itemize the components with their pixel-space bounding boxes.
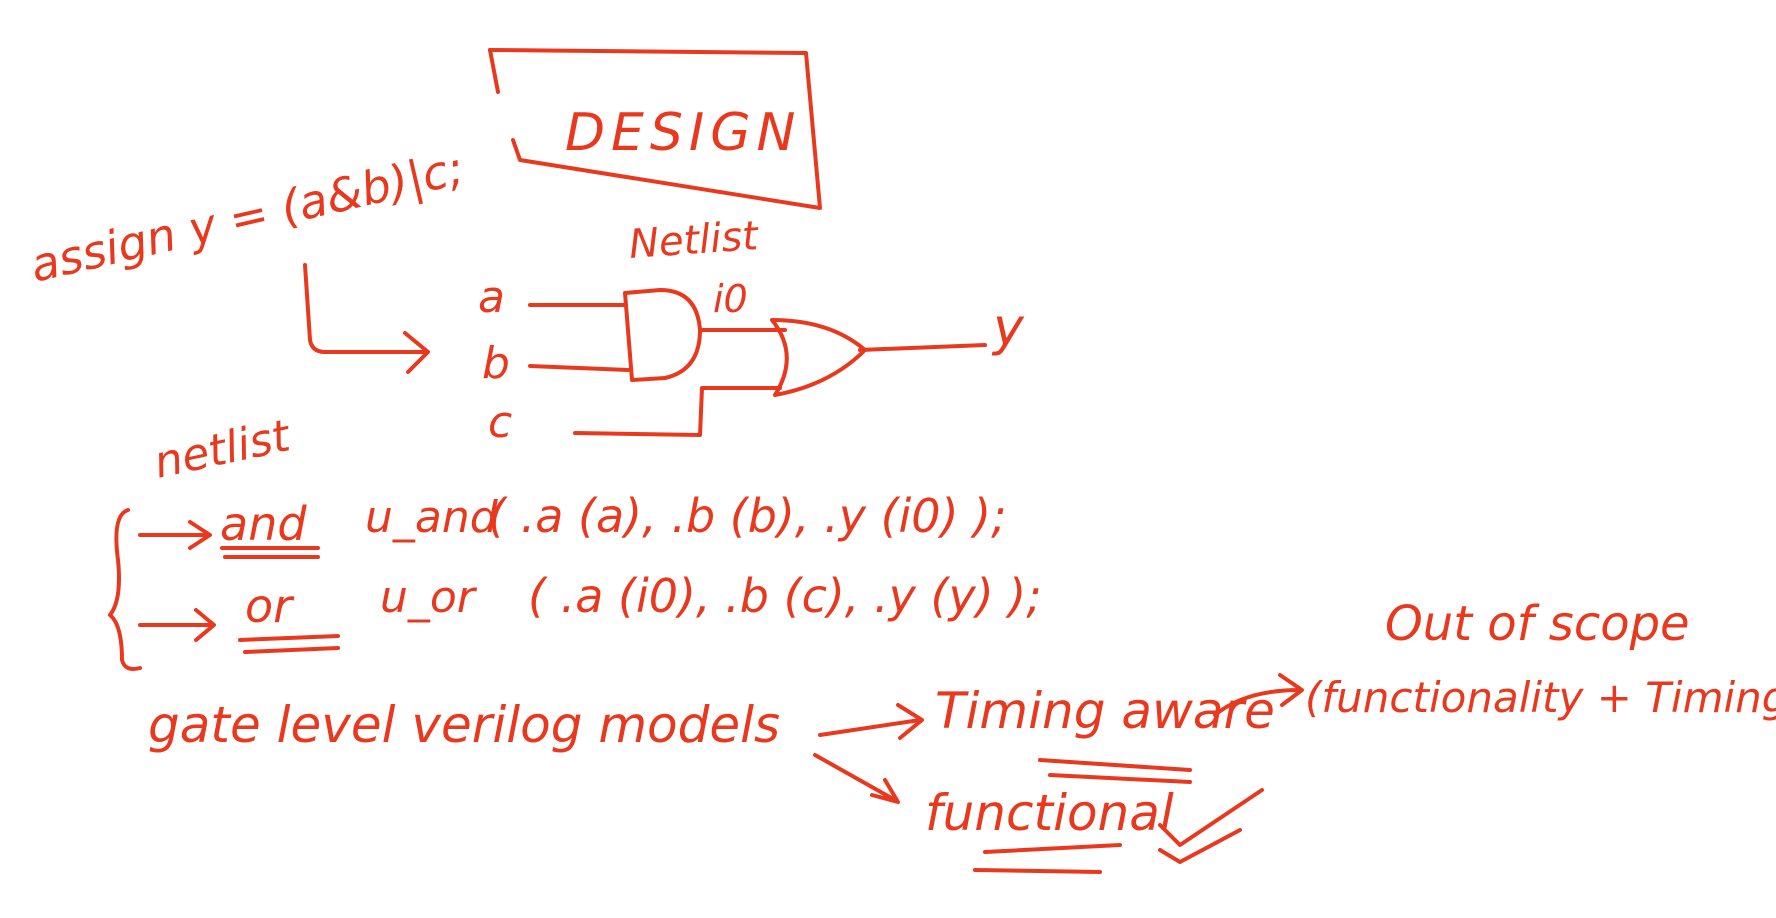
netlist-or-instance: u_or: [380, 572, 478, 623]
arrow-to-functional: [813, 753, 900, 804]
assign-statement: assign y = (a&b)|c;: [25, 141, 468, 294]
wire-c: [573, 386, 782, 437]
netlist-label-top: Netlist: [627, 213, 760, 268]
wire-b: [528, 364, 630, 372]
netlist-or-ports: ( .a (i0), .b (c), .y (y) );: [528, 569, 1042, 623]
design-title-text: DESIGN: [565, 103, 801, 163]
netlist-and-keyword: and: [220, 497, 307, 551]
netlist-bracket: [108, 508, 142, 671]
netlist-label-left: netlist: [150, 410, 296, 489]
netlist-and-ports: ( .a (a), .b (b), .y (i0) );: [488, 489, 1007, 543]
or-keyword-underline: [238, 634, 340, 654]
check-mark-2: [1158, 828, 1242, 864]
gate-level-models-text: gate level verilog models: [148, 696, 780, 754]
timing-aware-underline: [1038, 758, 1192, 784]
design-title-box: DESIGN: [488, 48, 822, 210]
input-label-a: a: [478, 272, 505, 323]
assign-to-schematic-arrow: [303, 263, 430, 374]
arrow-to-out-of-scope: [1213, 673, 1304, 717]
out-of-scope-detail: (functionality + Timing): [1305, 673, 1776, 722]
design-box-outline: [488, 48, 822, 210]
gate-schematic: a b c i0 y: [478, 272, 1025, 448]
check-icon: [1158, 788, 1264, 864]
timing-aware-text: Timing aware: [935, 682, 1275, 740]
functional-text: functional: [925, 784, 1174, 842]
wire-y: [858, 343, 987, 352]
and-gate-symbol: [623, 288, 702, 382]
hook-arrow-head: [403, 331, 430, 374]
or-gate-symbol: [770, 318, 867, 397]
netlist-line-and: and u_and ( .a (a), .b (b), .y (i0) );: [138, 489, 1007, 559]
input-label-c: c: [488, 397, 512, 448]
and-keyword-underline: [220, 546, 320, 559]
input-label-b: b: [482, 338, 510, 389]
netlist-or-keyword: or: [245, 579, 295, 633]
hook-arrow-shaft: [303, 263, 427, 354]
design-box-left-edge: [488, 48, 500, 94]
functional-underline: [973, 843, 1122, 874]
output-label-y: y: [991, 298, 1025, 358]
netlist-and-instance: u_and: [365, 492, 499, 543]
internal-wire-label-i0: i0: [713, 277, 748, 321]
check-mark-1: [1158, 788, 1264, 847]
arrow-to-or-line: [138, 608, 216, 642]
netlist-line-or: or u_or ( .a (i0), .b (c), .y (y) );: [138, 569, 1042, 654]
arrow-to-and-line: [138, 520, 212, 550]
out-of-scope-text: Out of scope: [1385, 596, 1690, 652]
arrow-to-timing-aware: [818, 703, 924, 740]
